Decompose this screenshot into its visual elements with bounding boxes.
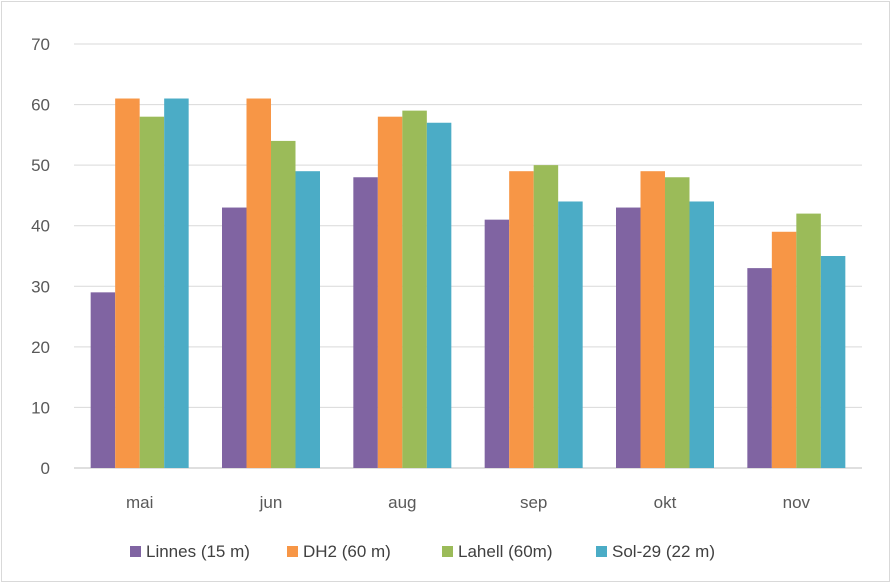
bar	[616, 208, 641, 468]
y-tick-label: 70	[31, 35, 50, 54]
bar	[402, 111, 427, 468]
legend-swatch	[287, 546, 298, 557]
legend-label: Sol-29 (22 m)	[612, 542, 715, 561]
bar	[91, 292, 116, 468]
legend-item: Sol-29 (22 m)	[596, 542, 715, 561]
bar	[427, 123, 452, 468]
bar	[690, 201, 715, 468]
y-tick-label: 30	[31, 277, 50, 296]
bar	[747, 268, 772, 468]
x-tick-label: nov	[783, 493, 811, 512]
x-axis-tick-labels: mai jun aug sep okt nov	[126, 493, 811, 512]
y-tick-label: 40	[31, 217, 50, 236]
legend-item: Linnes (15 m)	[130, 542, 250, 561]
bar	[485, 220, 510, 468]
x-tick-label: okt	[654, 493, 677, 512]
legend-label: DH2 (60 m)	[303, 542, 391, 561]
y-tick-label: 0	[41, 459, 50, 478]
legend-swatch	[596, 546, 607, 557]
x-tick-label: mai	[126, 493, 153, 512]
bar	[534, 165, 559, 468]
bar	[247, 99, 272, 468]
y-tick-label: 10	[31, 398, 50, 417]
legend-item: DH2 (60 m)	[287, 542, 391, 561]
bar	[772, 232, 797, 468]
x-tick-label: sep	[520, 493, 547, 512]
bar	[641, 171, 666, 468]
y-axis-tick-labels: 0 10 20 30 40 50 60 70	[31, 35, 50, 478]
bar	[164, 99, 189, 468]
legend-swatch	[442, 546, 453, 557]
bar	[222, 208, 247, 468]
bar	[271, 141, 296, 468]
y-tick-label: 20	[31, 338, 50, 357]
x-tick-label: jun	[259, 493, 283, 512]
legend-item: Lahell (60m)	[442, 542, 553, 561]
bar	[665, 177, 690, 468]
gridlines	[74, 44, 862, 468]
bar	[509, 171, 533, 468]
bar	[821, 256, 846, 468]
bar	[378, 117, 403, 468]
bar	[558, 201, 583, 468]
legend-label: Linnes (15 m)	[146, 542, 250, 561]
bar	[796, 214, 821, 468]
bar	[353, 177, 378, 468]
y-tick-label: 50	[31, 156, 50, 175]
bar	[140, 117, 165, 468]
legend-swatch	[130, 546, 141, 557]
legend: Linnes (15 m) DH2 (60 m) Lahell (60m) Sol-2…	[130, 542, 715, 561]
legend-label: Lahell (60m)	[458, 542, 553, 561]
bar	[296, 171, 321, 468]
y-tick-label: 60	[31, 96, 50, 115]
x-tick-label: aug	[388, 493, 416, 512]
bar	[115, 99, 139, 468]
bar-series	[91, 99, 846, 468]
